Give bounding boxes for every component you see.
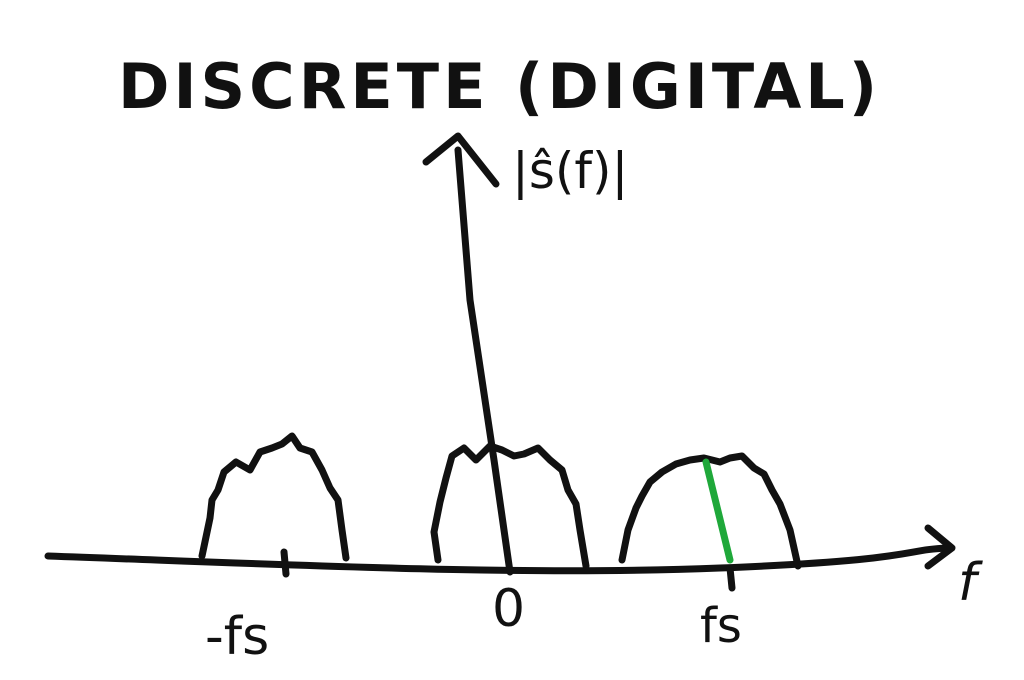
- magnitude-axis: [454, 146, 514, 576]
- frequency-axis: [44, 544, 952, 575]
- tick-label-fs: fs: [700, 598, 742, 654]
- y-axis-label: |ŝ(f)|: [512, 142, 628, 200]
- spectrum-replica-center: [430, 442, 590, 570]
- diagram-title: DISCRETE (DIGITAL): [118, 50, 881, 123]
- fs-marker-line: [702, 458, 734, 564]
- x-axis-label: f: [958, 553, 983, 613]
- spectrum-replica-right: [618, 452, 802, 570]
- spectrum-replica-left: [198, 432, 350, 562]
- tick-label-minus-fs: -fs: [205, 607, 269, 667]
- tick-minus-fs: [280, 548, 290, 578]
- tick-fs: [726, 564, 736, 592]
- tick-label-zero: 0: [492, 579, 525, 639]
- magnitude-axis-arrowhead: [422, 132, 500, 188]
- frequency-axis-arrowhead: [924, 524, 956, 570]
